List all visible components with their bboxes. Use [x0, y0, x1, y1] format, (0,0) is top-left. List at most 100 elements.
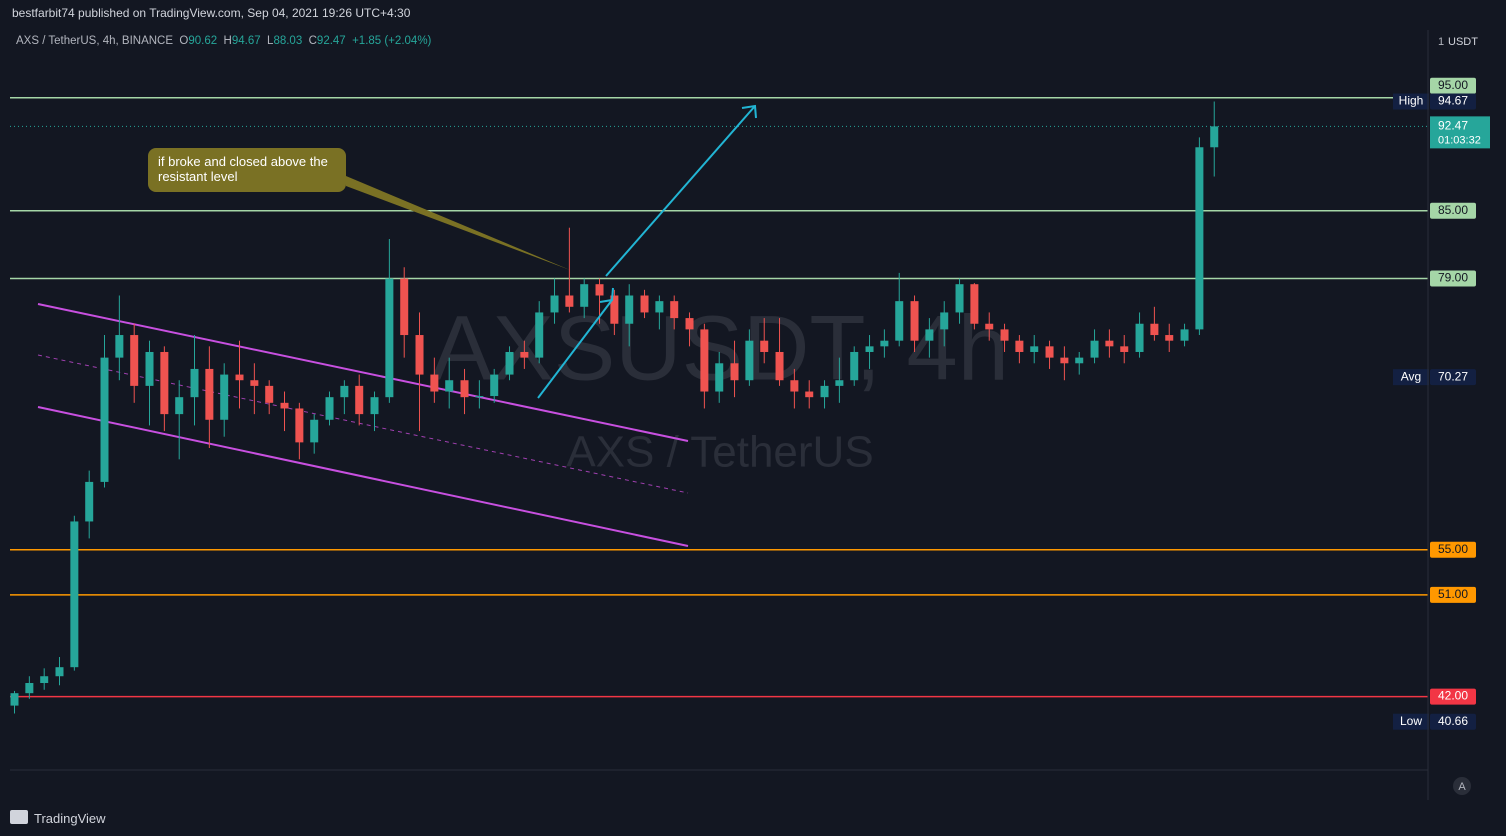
candle-body — [25, 683, 34, 694]
candle-body — [940, 312, 949, 330]
candle-body — [505, 351, 514, 375]
candle-body — [325, 397, 334, 420]
candle-body — [1135, 323, 1144, 352]
candle-body — [430, 374, 439, 392]
candle-body — [130, 335, 139, 386]
level-label-box — [1430, 77, 1476, 94]
value: 92.47 — [316, 35, 346, 47]
candle-body — [160, 351, 169, 415]
footer-brand: TradingView — [34, 811, 106, 826]
level-label-text: 55.00 — [1438, 542, 1468, 556]
level-label-text: 42.00 — [1438, 689, 1468, 703]
candle-body — [445, 380, 454, 392]
level-label-text: 95.00 — [1438, 78, 1468, 92]
candle-body — [490, 374, 499, 397]
candle-body — [550, 295, 559, 313]
candle-body — [355, 385, 364, 415]
label: H — [223, 35, 232, 47]
candle-body — [1120, 346, 1129, 352]
candle-body — [895, 301, 904, 341]
candle-body — [535, 312, 544, 358]
candle-body — [685, 318, 694, 330]
countdown: 01:03:32 — [1438, 134, 1481, 146]
candle-body — [1030, 346, 1039, 352]
candle-body — [1000, 329, 1009, 341]
stat-value-text: 40.66 — [1438, 714, 1468, 728]
stat-name-box — [1393, 713, 1429, 730]
candle-body — [460, 380, 469, 398]
stat-value-box — [1430, 93, 1476, 110]
candle-body — [145, 351, 154, 386]
candle-body — [280, 402, 289, 409]
candle-body — [595, 284, 604, 296]
arrow-head — [741, 104, 757, 119]
channel-upper — [37, 303, 689, 442]
note: if broke and closed above the resistant … — [148, 148, 346, 192]
auto-label[interactable]: A — [1458, 781, 1466, 793]
candle-body — [310, 419, 319, 443]
stat-value-text: 70.27 — [1438, 369, 1468, 383]
currency: USDT — [1448, 36, 1478, 48]
label: L — [267, 35, 274, 47]
arrow — [537, 299, 613, 399]
candle-body — [1090, 340, 1099, 358]
candle-body — [700, 329, 709, 392]
watermark-name: AXS / TetherUS — [566, 428, 873, 477]
candle-body — [925, 329, 934, 341]
candle-body — [580, 284, 589, 307]
candle-body — [190, 368, 199, 398]
channel-lower — [37, 406, 689, 547]
arrow-head — [599, 287, 614, 303]
level-label-box — [1430, 270, 1476, 287]
candle-body — [640, 295, 649, 313]
value: 88.03 — [273, 35, 303, 47]
candle-body — [565, 295, 574, 307]
candle-body — [970, 284, 979, 324]
level-label-box — [1430, 688, 1476, 705]
candle-body — [475, 396, 484, 398]
candle-body — [1180, 329, 1189, 341]
level-label-text: 51.00 — [1438, 587, 1468, 601]
candle-body — [370, 397, 379, 415]
candle-body — [70, 521, 79, 668]
auto-button[interactable] — [1453, 777, 1471, 795]
candle-body — [1075, 357, 1084, 364]
candle-body — [775, 351, 784, 381]
candle-body — [655, 301, 664, 313]
candle-body — [730, 363, 739, 381]
level-label-box — [1430, 541, 1476, 558]
candle-body — [865, 346, 874, 352]
candle-body — [790, 380, 799, 392]
candle-body — [835, 380, 844, 386]
candle-body — [220, 374, 229, 420]
candle-body — [250, 380, 259, 386]
candle-body — [715, 363, 724, 392]
candle-body — [625, 295, 634, 324]
stat-name-box — [1393, 93, 1429, 110]
candle-body — [820, 385, 829, 398]
candle-body — [1060, 357, 1069, 364]
channel-mid — [37, 354, 689, 494]
level-label-text: 79.00 — [1438, 271, 1468, 285]
header: bestfarbit74 published on TradingView.co… — [12, 6, 411, 20]
candle-body — [85, 481, 94, 522]
candle-body — [1150, 323, 1159, 336]
candle-body — [910, 301, 919, 341]
level-label-text: 85.00 — [1438, 203, 1468, 217]
candle-body — [805, 391, 814, 398]
last-price-text: 92.47 — [1438, 119, 1468, 133]
candle-body — [415, 335, 424, 375]
candle-body — [205, 368, 214, 420]
change: +1.85 (+2.04%) — [352, 35, 432, 47]
candle-body — [610, 295, 619, 324]
candle-body — [340, 385, 349, 398]
stat-name-box — [1393, 369, 1429, 386]
candle-body — [385, 278, 394, 398]
stat-value-box — [1430, 713, 1476, 730]
stat-name: High — [1399, 94, 1424, 108]
logo — [10, 810, 28, 824]
candle-body — [100, 357, 109, 482]
stat-name: Low — [1400, 714, 1422, 728]
symbol: AXS / TetherUS, 4h, BINANCE — [16, 35, 174, 47]
